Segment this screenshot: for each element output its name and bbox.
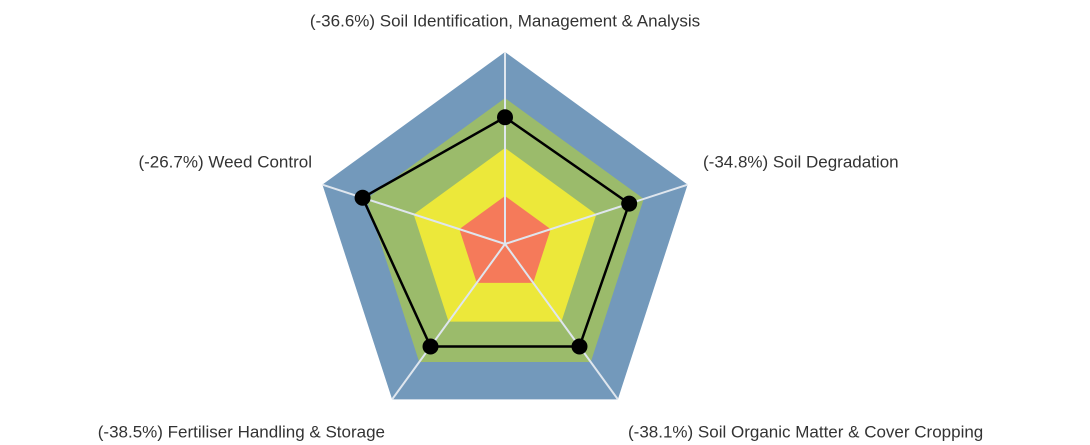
axis-label: (-38.1%) Soil Organic Matter & Cover Cro… [628, 422, 983, 441]
data-line [360, 115, 631, 348]
data-point [354, 189, 371, 206]
spoke [322, 183, 506, 245]
axis-label: (-34.8%) Soil Degradation [703, 152, 899, 171]
axis-label: (-38.5%) Fertiliser Handling & Storage [98, 422, 385, 441]
spoke [391, 243, 506, 400]
data-point [571, 338, 588, 355]
data-point [497, 109, 513, 126]
axis-label: (-36.6%) Soil Identification, Management… [310, 11, 700, 30]
axis-label: (-26.7%) Weed Control [138, 152, 312, 171]
spoke [504, 183, 688, 245]
spoke [504, 243, 619, 400]
data-point [621, 195, 638, 212]
data-point [422, 338, 439, 355]
